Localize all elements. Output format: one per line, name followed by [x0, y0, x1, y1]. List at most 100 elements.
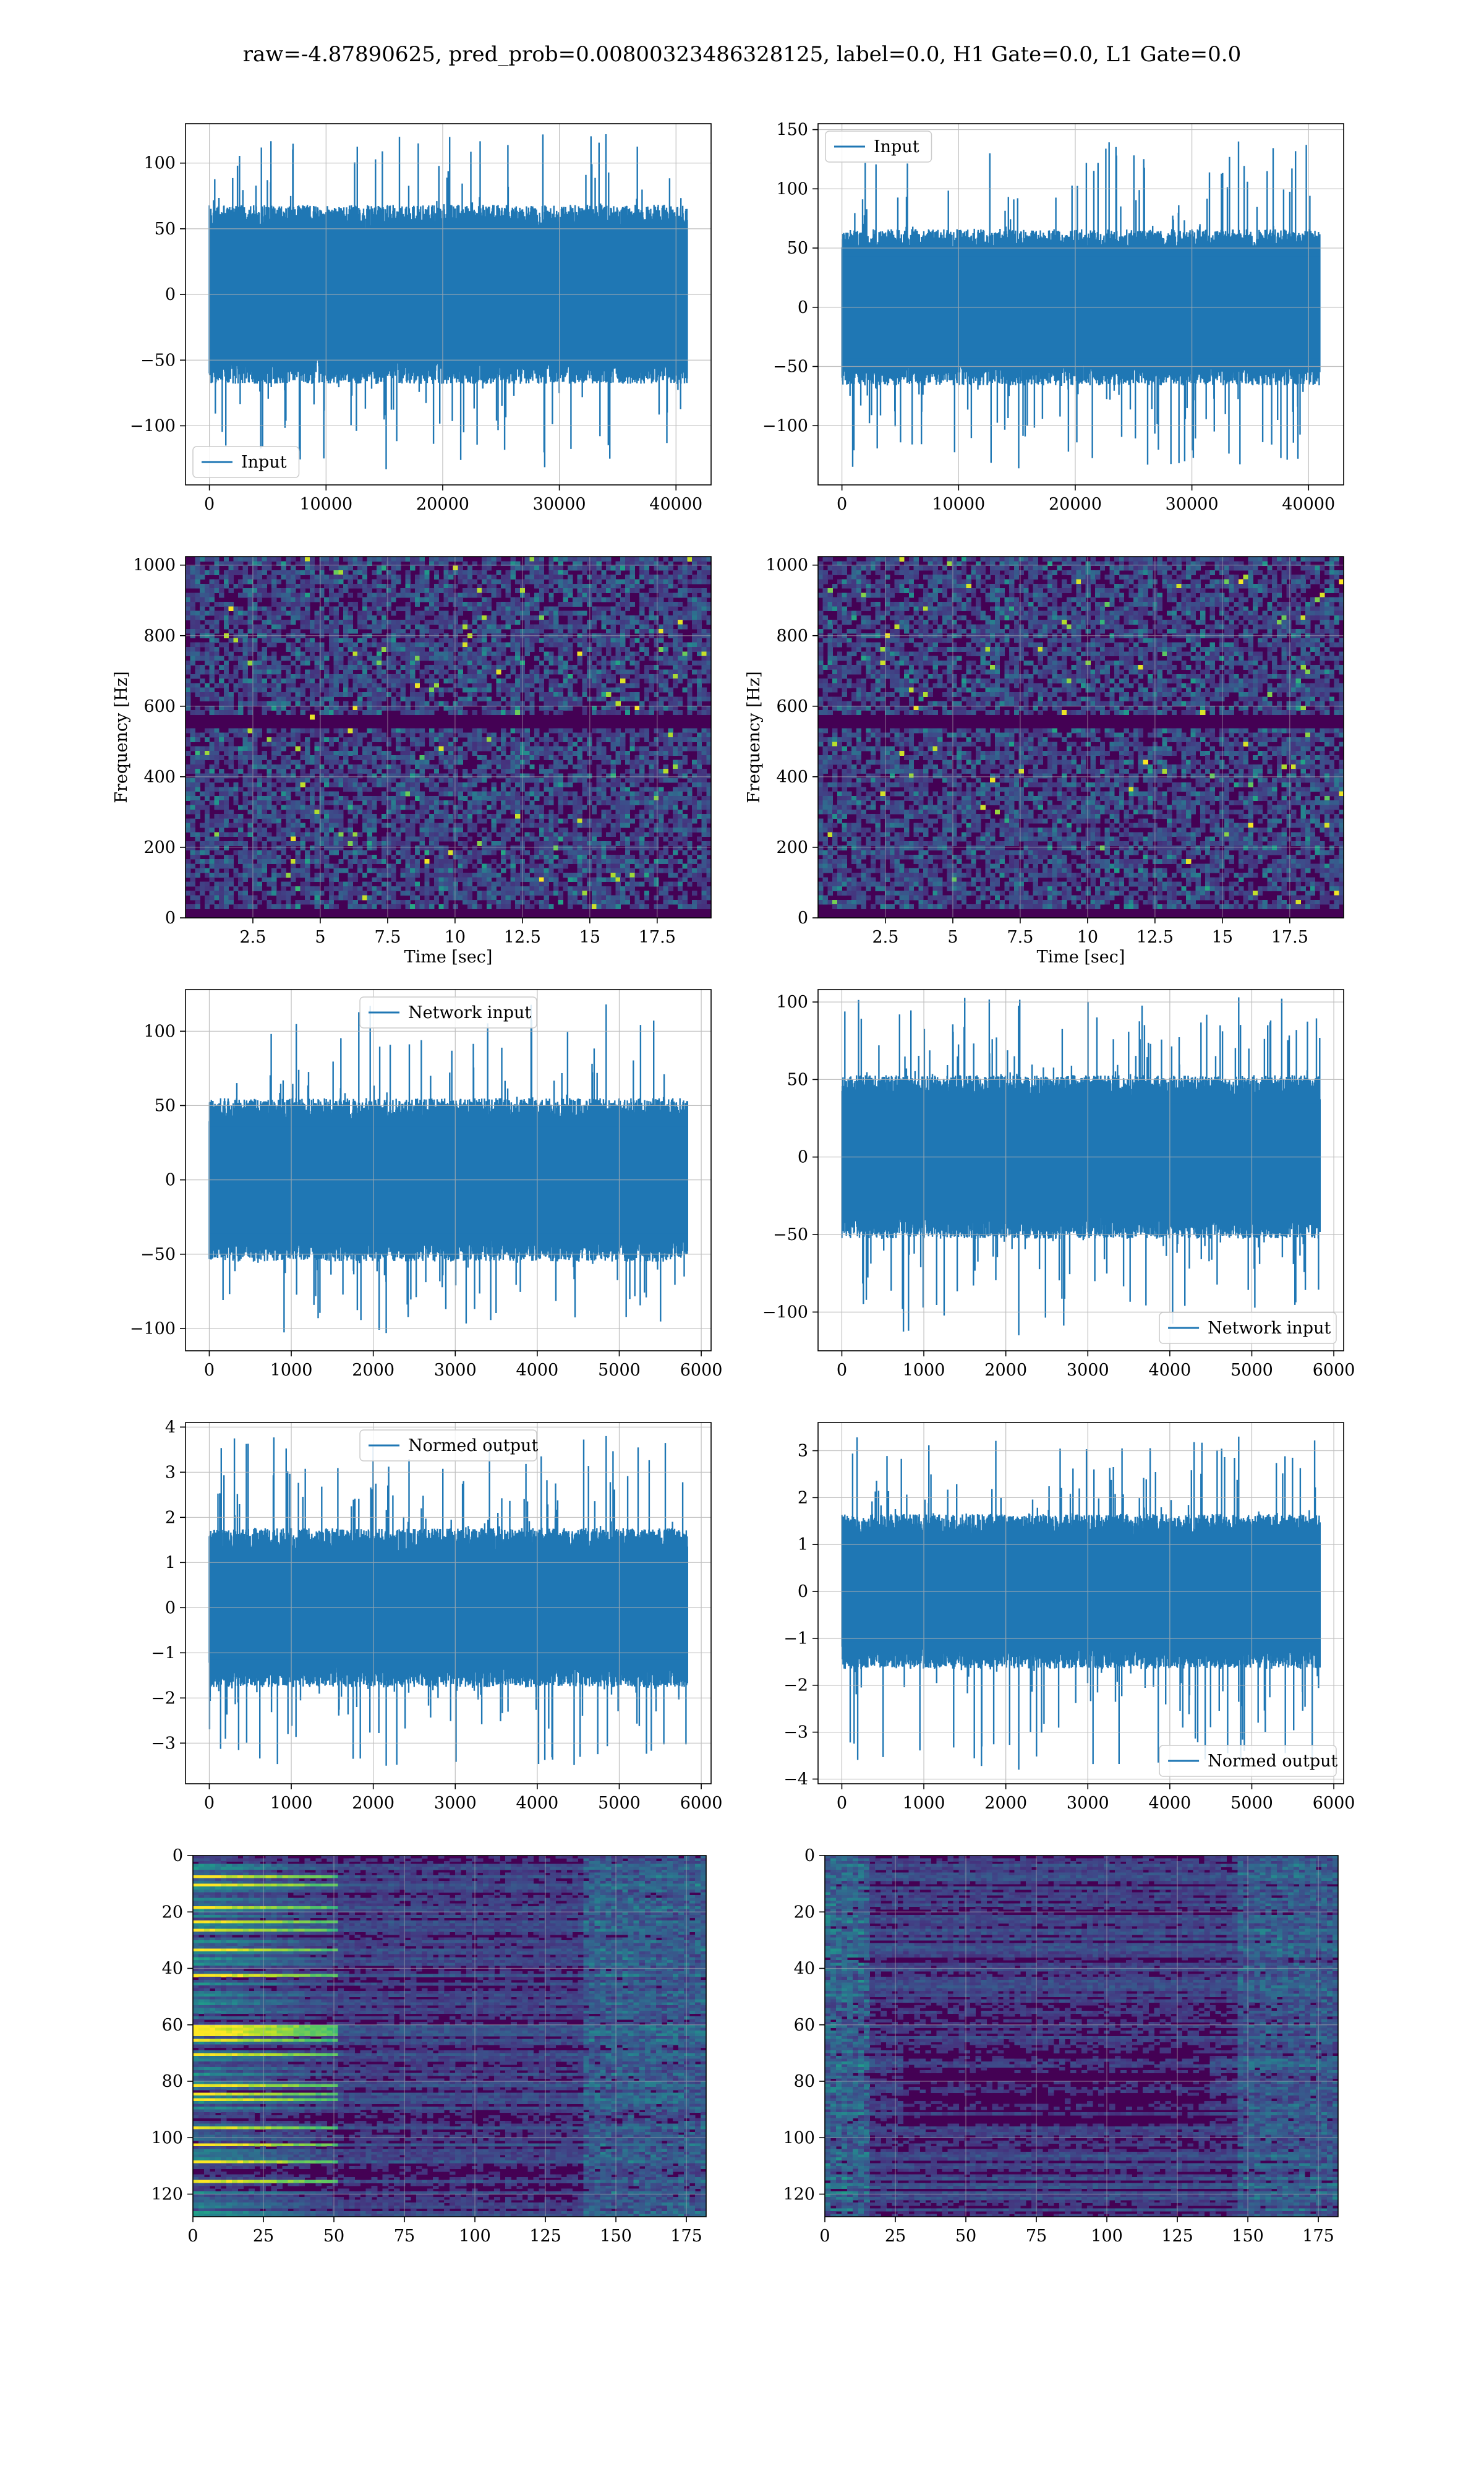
l1-spectrogram-xtick-label: 15 — [1212, 928, 1233, 947]
l1-network-input-ytick-label: −50 — [773, 1225, 808, 1244]
l1-spectrogram-xtick-label: 5 — [947, 928, 958, 947]
l1-input-ytick-label: 100 — [776, 179, 808, 199]
h1-input-xtick-label: 0 — [204, 495, 215, 514]
l1-input-ytick-label: 150 — [776, 121, 808, 140]
l1-spectrogram-ytick-label: 1000 — [765, 556, 808, 575]
h1-spectrogram-xtick-label: 2.5 — [239, 928, 266, 947]
h1-network-input-xtick-label: 0 — [204, 1361, 215, 1380]
l1-normed-output-xtick-label: 1000 — [903, 1794, 945, 1813]
h1-feature-map-ytick-label: 0 — [173, 1846, 183, 1865]
l1-network-input-xtick-label: 5000 — [1230, 1361, 1273, 1380]
h1-normed-output-ytick-label: 4 — [165, 1418, 176, 1437]
h1-normed-output-xtick-label: 5000 — [598, 1794, 641, 1813]
l1-feature-map-ytick-label: 100 — [783, 2128, 815, 2147]
l1-input-ytick-label: −50 — [773, 357, 808, 377]
h1-feature-map-xtick-label: 75 — [394, 2227, 415, 2246]
l1-input-xtick-label: 0 — [837, 495, 847, 514]
h1-network-input-xtick-label: 1000 — [270, 1361, 313, 1380]
l1-spectrogram-ytick-label: 800 — [776, 627, 808, 646]
h1-normed-output-ytick-label: −3 — [151, 1734, 176, 1753]
h1-feature-map-ytick-label: 80 — [162, 2072, 183, 2091]
h1-spectrogram-xlabel: Time [sec] — [404, 948, 493, 967]
l1-normed-output-ytick-label: −2 — [783, 1676, 808, 1695]
h1-feature-map-ytick-label: 60 — [162, 2016, 183, 2035]
h1-network-input-axes: 0 1000 2000 3000 4000 5000 6000−100−50050100Ne… — [130, 990, 723, 1380]
l1-input-legend-label: Input — [874, 137, 919, 156]
l1-spectrogram-xtick-label: 17.5 — [1271, 928, 1308, 947]
h1-network-input-xtick-label: 6000 — [680, 1361, 723, 1380]
l1-feature-map-xtick-label: 75 — [1026, 2227, 1047, 2246]
h1-normed-output-ytick-label: 1 — [165, 1553, 176, 1572]
l1-normed-output-ytick-label: −3 — [783, 1723, 808, 1742]
h1-network-input-xtick-label: 4000 — [516, 1361, 559, 1380]
l1-spectrogram-ytick-label: 600 — [776, 697, 808, 716]
l1-feature-map-xtick-label: 0 — [819, 2227, 830, 2246]
l1-normed-output-xtick-label: 2000 — [984, 1794, 1027, 1813]
h1-input-ytick-label: 100 — [143, 154, 176, 173]
l1-feature-map-xtick-label: 25 — [885, 2227, 906, 2246]
h1-input-xtick-label: 20000 — [416, 495, 469, 514]
l1-spectrogram-ytick-label: 0 — [798, 909, 808, 928]
h1-normed-output-ytick-label: 2 — [165, 1508, 176, 1527]
h1-network-input-legend-label: Network input — [408, 1003, 531, 1022]
h1-normed-output-xtick-label: 3000 — [434, 1794, 477, 1813]
l1-spectrogram-ytick-label: 400 — [776, 768, 808, 787]
l1-spectrogram-axes: 2.5 5 7.5 10 12.5 15 17.502004006008001000Time… — [744, 556, 1344, 967]
l1-normed-output-xtick-label: 5000 — [1230, 1794, 1273, 1813]
h1-spectrogram-xtick-label: 7.5 — [374, 928, 401, 947]
h1-spectrogram-ytick-label: 200 — [143, 838, 176, 857]
h1-input-xtick-label: 30000 — [533, 495, 586, 514]
h1-feature-map-ytick-label: 20 — [162, 1903, 183, 1922]
l1-feature-map-xtick-label: 175 — [1302, 2227, 1334, 2246]
h1-spectrogram-xtick-label: 12.5 — [504, 928, 541, 947]
l1-network-input-ytick-label: 100 — [776, 993, 808, 1012]
h1-network-input-ytick-label: 100 — [143, 1022, 176, 1041]
h1-input-legend: Input — [193, 447, 299, 477]
l1-network-input-ytick-label: 50 — [787, 1070, 808, 1089]
h1-normed-output-axes: 0 1000 2000 3000 4000 5000 6000−3−2−101234Norm… — [151, 1418, 722, 1813]
h1-normed-output-ytick-label: 0 — [165, 1598, 176, 1617]
l1-network-input-xtick-label: 3000 — [1067, 1361, 1109, 1380]
l1-feature-map-ytick-label: 0 — [804, 1846, 815, 1865]
l1-feature-map-xtick-label: 50 — [955, 2227, 976, 2246]
l1-normed-output-xtick-label: 0 — [837, 1794, 847, 1813]
h1-normed-output-xtick-label: 6000 — [680, 1794, 723, 1813]
l1-feature-map-xtick-label: 150 — [1232, 2227, 1264, 2246]
h1-feature-map-xtick-label: 150 — [600, 2227, 632, 2246]
h1-network-input-ytick-label: 50 — [155, 1096, 176, 1115]
h1-feature-map-xtick-label: 175 — [670, 2227, 702, 2246]
h1-normed-output-ytick-label: 3 — [165, 1463, 176, 1482]
l1-input-xtick-label: 10000 — [932, 495, 985, 514]
l1-spectrogram-xtick-label: 10 — [1077, 928, 1098, 947]
l1-input-ytick-label: 50 — [787, 239, 808, 258]
l1-normed-output-xtick-label: 4000 — [1149, 1794, 1192, 1813]
h1-normed-output-legend-label: Normed output — [408, 1436, 538, 1455]
h1-feature-map-ytick-label: 120 — [151, 2185, 183, 2204]
h1-spectrogram-xtick-label: 15 — [579, 928, 600, 947]
h1-feature-map-xtick-label: 25 — [253, 2227, 274, 2246]
l1-network-input-xtick-label: 2000 — [984, 1361, 1027, 1380]
h1-input-xtick-label: 40000 — [649, 495, 702, 514]
h1-spectrogram-xtick-label: 5 — [315, 928, 325, 947]
h1-network-input-ytick-label: −50 — [140, 1245, 176, 1264]
h1-input-ytick-label: −100 — [130, 416, 176, 435]
l1-network-input-xtick-label: 0 — [837, 1361, 847, 1380]
h1-spectrogram-ytick-label: 1000 — [133, 556, 176, 575]
h1-feature-map-ytick-label: 100 — [151, 2128, 183, 2147]
l1-spectrogram-ytick-label: 200 — [776, 838, 808, 857]
h1-spectrogram-xtick-label: 17.5 — [639, 928, 676, 947]
l1-feature-map-ytick-label: 40 — [794, 1959, 815, 1979]
l1-spectrogram-xtick-label: 2.5 — [872, 928, 898, 947]
h1-input-ytick-label: −50 — [140, 351, 176, 370]
l1-normed-output-xtick-label: 6000 — [1313, 1794, 1355, 1813]
l1-feature-map-ytick-label: 120 — [783, 2185, 815, 2204]
l1-normed-output-ytick-label: 0 — [798, 1582, 808, 1601]
l1-network-input-xtick-label: 1000 — [903, 1361, 945, 1380]
h1-network-input-legend: Network input — [360, 997, 537, 1028]
l1-feature-map-xtick-label: 125 — [1161, 2227, 1193, 2246]
h1-input-ytick-label: 50 — [155, 220, 176, 239]
l1-network-input-ytick-label: −100 — [762, 1303, 808, 1322]
